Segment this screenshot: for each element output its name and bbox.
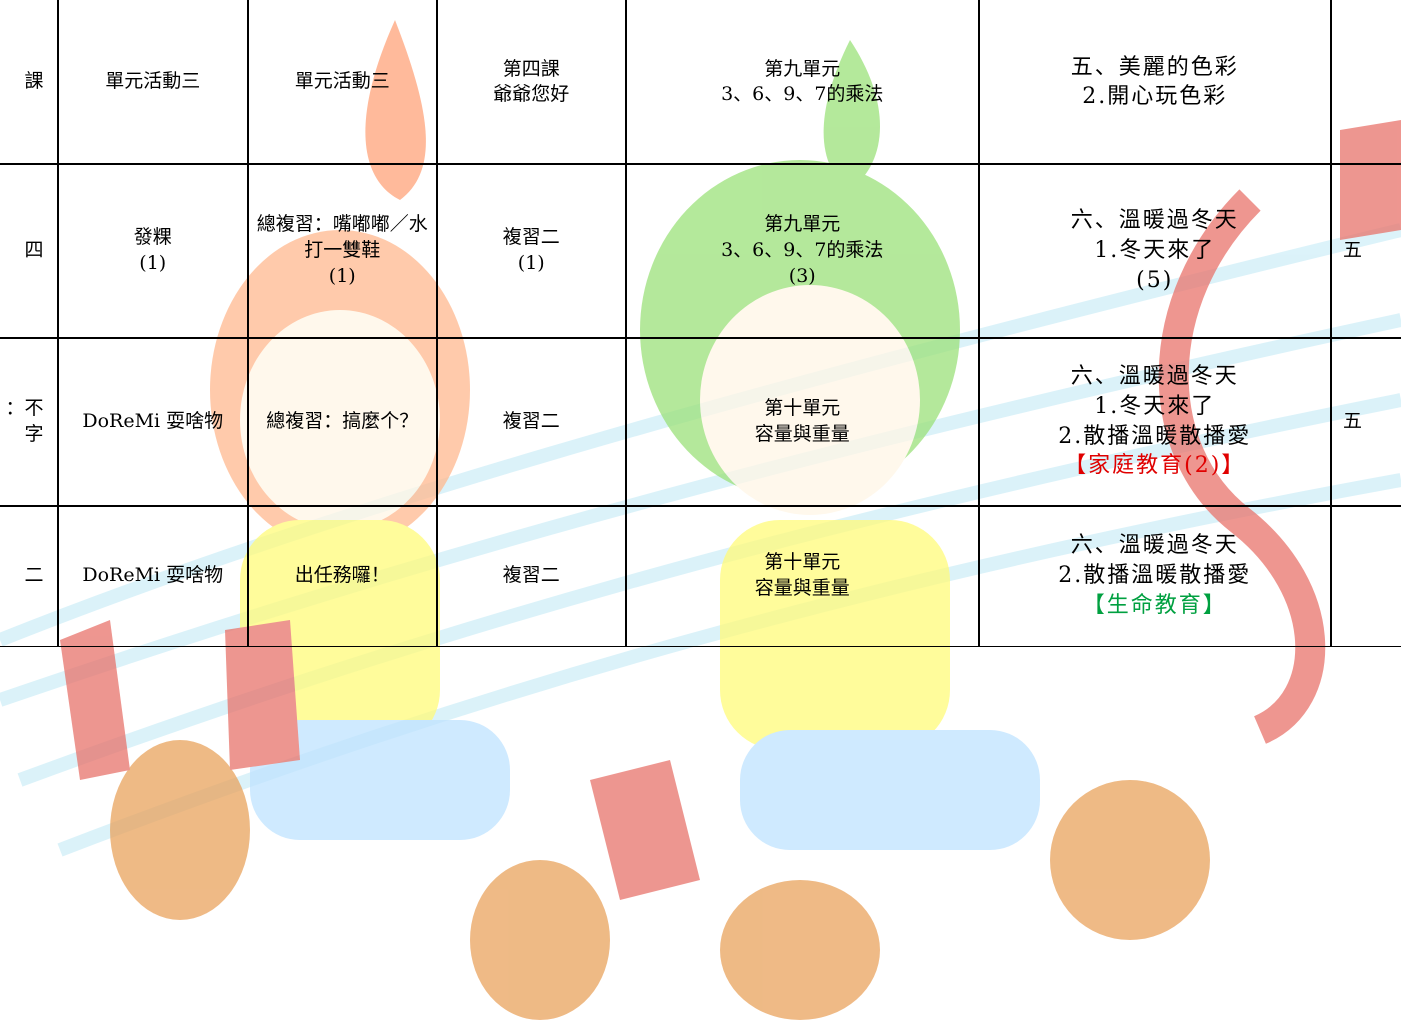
cell-text: 爺爺您好 [493,83,570,106]
cell-text: 六、溫暖過冬天 [1070,533,1239,559]
table-cell: 單元活動三 [57,0,249,165]
table-cell [1330,505,1401,647]
cell-text: 二 [24,563,44,586]
cell-text: 第十單元 [764,397,841,420]
cell-text: 總複習：搞麼个？ [266,409,419,432]
cell-text: DoReMi 耍啥物 [82,563,224,586]
table-cell: 複習二 [436,337,627,507]
table-cell: 四 [0,163,59,339]
table-cell: 第十單元 容量與重量 [625,505,980,647]
cell-text: 1.冬天來了 [1094,237,1216,263]
table-cell: 第十單元 容量與重量 [625,337,980,507]
cell-text: 容量與重量 [754,576,850,599]
cell-text: 四 [24,238,44,261]
cell-text: 3、6、9、7的乘法 [721,83,884,106]
table-cell: ：不字 [0,337,59,507]
cell-text: 總複習：嘴嘟嘟／水打一雙鞋 [256,213,428,261]
cell-text: 第九單元 [764,213,841,236]
cell-text: 複習二 [502,226,560,249]
cell-text: 2.散播溫暖散播愛 [1058,423,1252,449]
cell-text: (3) [788,264,816,287]
table-cell [1330,0,1401,165]
table-cell: 五 [1330,337,1401,507]
table-cell: 發粿 (1) [57,163,249,339]
table-cell: 五 [1330,163,1401,339]
cell-text: (5) [1136,267,1174,293]
cell-text: DoReMi 耍啥物 [82,409,224,432]
cell-text: 複習二 [502,563,560,586]
cell-text: 第九單元 [764,57,841,80]
table-cell: 複習二 [436,505,627,647]
cell-text: 五 [1343,409,1363,432]
table-cell: 第四課 爺爺您好 [436,0,627,165]
cell-text: 第四課 [502,57,560,80]
cell-text: 課 [24,70,44,93]
table-cell: 複習二 (1) [436,163,627,339]
table-cell: 第九單元 3、6、9、7的乘法 (3) [625,163,980,339]
cell-text: 複習二 [502,409,560,432]
cell-text: 六、溫暖過冬天 [1070,364,1239,390]
cell-text: 五 [1343,238,1363,261]
table-cell: DoReMi 耍啥物 [57,505,249,647]
table-cell: 六、溫暖過冬天 1.冬天來了 (5) [978,163,1332,339]
cell-text: ：不 [5,397,44,420]
table-cell: 二 [0,505,59,647]
cell-text: 五、美麗的色彩 [1070,54,1239,80]
cell-text: 3、6、9、7的乘法 [721,238,884,261]
table-cell: 第九單元 3、6、9、7的乘法 [625,0,980,165]
table-cell: 總複習：嘴嘟嘟／水打一雙鞋 (1) [247,163,438,339]
cell-text: 單元活動三 [105,70,201,93]
table-cell: 課 [0,0,59,165]
cell-text: 容量與重量 [754,422,850,445]
cell-text: 字 [24,422,44,445]
cell-text: (1) [517,251,545,274]
table-cell: 總複習：搞麼个？ [247,337,438,507]
cell-text: 第十單元 [764,551,841,574]
table-cell: 出任務囉！ [247,505,438,647]
table-cell: DoReMi 耍啥物 [57,337,249,507]
cell-text: 【生命教育】 [1082,592,1227,618]
cell-text: 發粿 [133,226,172,249]
cell-text: 2.散播溫暖散播愛 [1058,562,1252,588]
cell-text: (1) [328,264,356,287]
table-cell: 五、美麗的色彩 2.開心玩色彩 [978,0,1332,165]
cell-text: 【家庭教育(2)】 [1064,453,1246,479]
cell-text: 1.冬天來了 [1094,394,1216,420]
table-cell: 六、溫暖過冬天 2.散播溫暖散播愛 【生命教育】 [978,505,1332,647]
cell-text: 六、溫暖過冬天 [1070,208,1239,234]
cell-text: 2.開心玩色彩 [1082,84,1228,110]
cell-text: 出任務囉！ [294,563,390,586]
cell-text: 單元活動三 [294,70,390,93]
table-cell: 六、溫暖過冬天 1.冬天來了 2.散播溫暖散播愛 【家庭教育(2)】 [978,337,1332,507]
table-cell: 單元活動三 [247,0,438,165]
cell-text: (1) [139,251,167,274]
